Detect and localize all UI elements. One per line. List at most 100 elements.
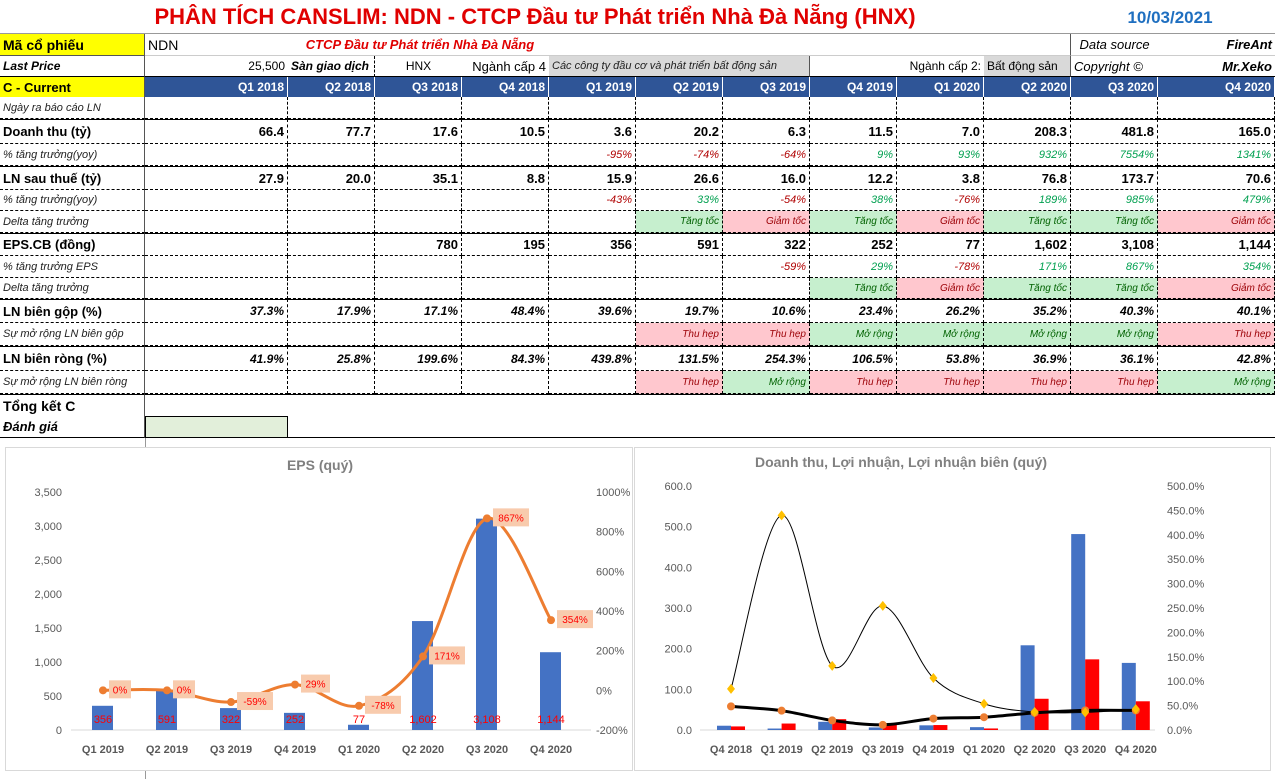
row-value: 25.8% [288,346,375,371]
y-tick-label: 1,000 [34,657,62,669]
row-value: 36.1% [1071,346,1158,371]
row-value: Giảm tốc [897,278,984,299]
row-value [375,323,462,346]
row-value: Tăng tốc [636,211,723,233]
row-label: Delta tăng trưởng [0,278,145,299]
row-value: Mở rộng [897,323,984,346]
y-tick-label: 2,000 [34,589,62,601]
ticker-label: Mã cổ phiếu [0,34,145,56]
header-label: C - Current [0,77,145,97]
row-value: Tăng tốc [984,211,1071,233]
row-value: 7.0 [897,119,984,144]
row-value: 53.8% [897,346,984,371]
company-name: CTCP Đầu tư Phát triển Nhà Đà Nẵng [300,34,540,56]
row-value: 8.8 [462,166,549,190]
row-value [145,371,288,394]
copyright-label: Copyright © [1071,56,1158,77]
row-value: 35.1 [375,166,462,190]
row-value: Thu hẹp [984,371,1071,394]
revenue-bar [767,728,782,730]
row-value: 199.6% [375,346,462,371]
row-value: 106.5% [810,346,897,371]
y-tick-label: 0 [56,725,62,737]
x-tick-label: Q4 2019 [274,744,316,756]
row-value: 356 [549,233,636,256]
row-value: Thu hẹp [723,323,810,346]
eps-bar [476,518,497,730]
net-profit-bar [933,725,948,730]
row-value: Mở rộng [984,323,1071,346]
eps-data-label: 1,602 [409,714,437,726]
net-margin-marker [878,600,887,611]
row-label: LN sau thuế (tỷ) [0,166,145,190]
net-profit-bar [781,723,796,730]
y2-tick-label: 500.0% [1167,481,1205,493]
industry4-label: Ngành cấp 4 [462,56,549,77]
eps-bar [284,712,305,730]
row-value: -95% [549,144,636,166]
eps-bar [156,689,177,730]
report-date: 10/03/2021 [1127,8,1213,27]
row-value: Giảm tốc [1158,211,1275,233]
row-value: 932% [984,144,1071,166]
row-value: Tăng tốc [1071,278,1158,299]
industry2-label: Ngành cấp 2: [810,56,984,77]
row-value: 39.6% [549,299,636,323]
revenue-bar [717,725,731,730]
eps-growth-marker [163,686,171,695]
row-value: 37.3% [145,299,288,323]
y-tick-label: 100.0 [664,684,692,696]
row-label: % tăng trưởng(yoy) [0,144,145,166]
row-value: Tăng tốc [1071,211,1158,233]
eps-data-label: 252 [286,714,304,726]
industry4-value: Các công ty đầu cơ và phát triển bất độn… [549,56,810,77]
row-label: Doanh thu (tỷ) [0,119,145,144]
row-value: Thu hẹp [897,371,984,394]
row-value [723,278,810,299]
y-tick-label: 1,500 [34,623,62,635]
row-value: -74% [636,144,723,166]
row-value: 76.8 [984,166,1071,190]
gross-margin-marker [929,714,938,723]
row-value: 26.2% [897,299,984,323]
data-label-box [301,674,330,693]
row-value [145,256,288,278]
y2-tick-label: 250.0% [1167,603,1205,615]
x-tick-label: Q2 2020 [402,744,444,756]
revenue-bar [818,721,833,730]
column-header-q1-2020: Q1 2020 [897,77,984,97]
x-tick-label: Q4 2020 [1115,744,1157,756]
row-value: Thu hẹp [1071,371,1158,394]
revenue-profit-chart[interactable]: Doanh thu, Lợi nhuận, Lợi nhuận biên (qu… [634,447,1271,771]
y-tick-label: 500 [44,691,62,703]
row-value: 12.2 [810,166,897,190]
data-label-box [429,646,465,665]
row-value: -76% [897,190,984,211]
row-value: 1,144 [1158,233,1275,256]
row-value: 171% [984,256,1071,278]
row-value: 10.5 [462,119,549,144]
row-value [1158,97,1275,119]
row-value [897,97,984,119]
y2-tick-label: 400% [596,606,624,618]
row-value: Giảm tốc [1158,278,1275,299]
row-value [636,256,723,278]
industry2-value: Bất động sản [984,56,1071,77]
row-value [145,233,288,256]
y-tick-label: 2,500 [34,555,62,567]
chart-title: Doanh thu, Lợi nhuận, Lợi nhuận biên (qu… [755,454,1047,470]
row-value [984,97,1071,119]
net-profit-bar [731,726,745,730]
row-value: 252 [810,233,897,256]
data-label-box [365,695,401,714]
rating-value[interactable] [145,416,288,438]
eps-chart[interactable]: EPS (quý) 0 500 1,000 1,500 2,000 2,500 3,000 3,… [5,447,633,771]
revenue-bar [1121,662,1136,730]
row-value [462,190,549,211]
row-label: Sự mở rộng LN biên gộp [0,323,145,346]
row-value [375,256,462,278]
row-value: 40.1% [1158,299,1275,323]
row-value [375,371,462,394]
data-label-box [237,692,273,711]
x-tick-label: Q4 2019 [912,744,954,756]
